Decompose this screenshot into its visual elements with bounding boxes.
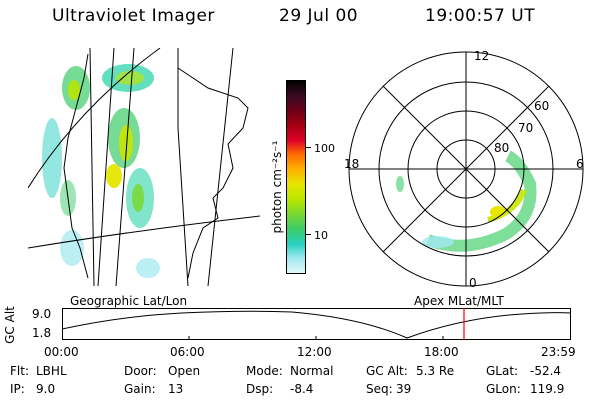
- map-caption: Geographic Lat/Lon: [70, 294, 188, 308]
- colorbar: 100 10: [286, 80, 335, 274]
- mlat-label-70: 70: [518, 121, 533, 135]
- colorbar-gradient: [286, 80, 306, 274]
- timeline-xtick-0: 00:00: [44, 345, 79, 359]
- timeline-ylabel: GC Alt: [3, 306, 17, 344]
- glon-info: GLon: 119.9: [486, 382, 564, 396]
- map-grid: [28, 48, 260, 286]
- door-value: Open: [168, 364, 201, 378]
- dsp-value: -8.4: [290, 382, 314, 396]
- mode-value: Normal: [290, 364, 334, 378]
- filter-info: Flt: LBHL: [10, 364, 67, 378]
- coastline: [63, 53, 249, 279]
- mlt-label-0: 0: [469, 276, 477, 290]
- timeline-xtick-3: 18:00: [424, 345, 459, 359]
- door-info: Door: Open: [124, 364, 200, 378]
- filter-label: Flt:: [10, 364, 29, 378]
- timeline-xtick-4: 23:59: [541, 345, 576, 359]
- dsp-info: Dsp: -8.4: [246, 382, 313, 396]
- mlt-label-12: 12: [474, 49, 489, 63]
- ip-info: IP: 9.0: [10, 382, 55, 396]
- ip-label: IP:: [10, 382, 25, 396]
- gc-alt-info: GC Alt: 5.3 Re: [366, 364, 454, 378]
- mlt-label-6: 6: [576, 157, 584, 171]
- mode-info: Mode: Normal: [246, 364, 333, 378]
- glon-label: GLon:: [486, 382, 521, 396]
- gc-alt-value: 5.3 Re: [416, 364, 455, 378]
- timeline-ytick-bottom: 1.8: [32, 326, 52, 340]
- timeline-xtick-1: 06:00: [170, 345, 205, 359]
- timeline-plot: [62, 308, 571, 340]
- observation-date: 29 Jul 00: [279, 6, 359, 26]
- gain-info: Gain: 13: [124, 382, 183, 396]
- glat-label: GLat:: [486, 364, 519, 378]
- polar-caption: Apex MLat/MLT: [414, 294, 504, 308]
- observation-time: 19:00:57 UT: [425, 6, 536, 26]
- polar-aurora: [396, 150, 537, 252]
- colorbar-unit-label: photon cm⁻²s⁻¹: [270, 140, 284, 234]
- glat-info: GLat: -52.4: [486, 364, 561, 378]
- altitude-curve: [62, 310, 571, 339]
- aurora-emission: [42, 64, 160, 278]
- mlat-label-60: 60: [534, 99, 549, 113]
- dsp-label: Dsp:: [246, 382, 274, 396]
- seq-value: 39: [396, 382, 412, 396]
- glat-value: -52.4: [530, 364, 562, 378]
- door-label: Door:: [124, 364, 157, 378]
- seq-label: Seq:: [366, 382, 393, 396]
- glon-value: 119.9: [530, 382, 565, 396]
- timeline-ytick-top: 9.0: [32, 307, 52, 321]
- gc-alt-label: GC Alt:: [366, 364, 408, 378]
- timeline-xtick-2: 12:00: [297, 345, 332, 359]
- polar-plot: 12 18 6 0 60 70 80: [344, 49, 584, 290]
- ip-value: 9.0: [36, 382, 56, 396]
- colorbar-tick-10: 10: [314, 229, 328, 242]
- seq-info: Seq: 39: [366, 382, 411, 396]
- geographic-map: [28, 48, 260, 286]
- polar-grid: [348, 51, 584, 287]
- filter-value: LBHL: [36, 364, 67, 378]
- mode-label: Mode:: [246, 364, 283, 378]
- gain-label: Gain:: [124, 382, 156, 396]
- mlt-label-18: 18: [344, 157, 359, 171]
- instrument-title: Ultraviolet Imager: [52, 6, 215, 26]
- colorbar-tick-100: 100: [314, 142, 335, 155]
- gain-value: 13: [168, 382, 184, 396]
- mlat-label-80: 80: [494, 141, 509, 155]
